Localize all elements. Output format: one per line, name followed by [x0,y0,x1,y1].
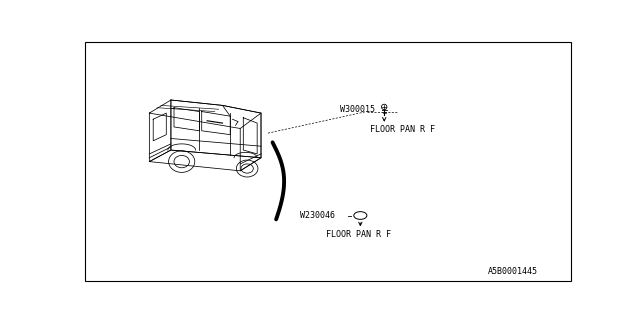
Text: W230046: W230046 [300,211,335,220]
Text: FLOOR PAN R F: FLOOR PAN R F [371,125,435,134]
Text: FLOOR PAN R F: FLOOR PAN R F [326,230,390,239]
Text: W300015: W300015 [340,105,374,114]
Text: A5B0001445: A5B0001445 [488,267,538,276]
